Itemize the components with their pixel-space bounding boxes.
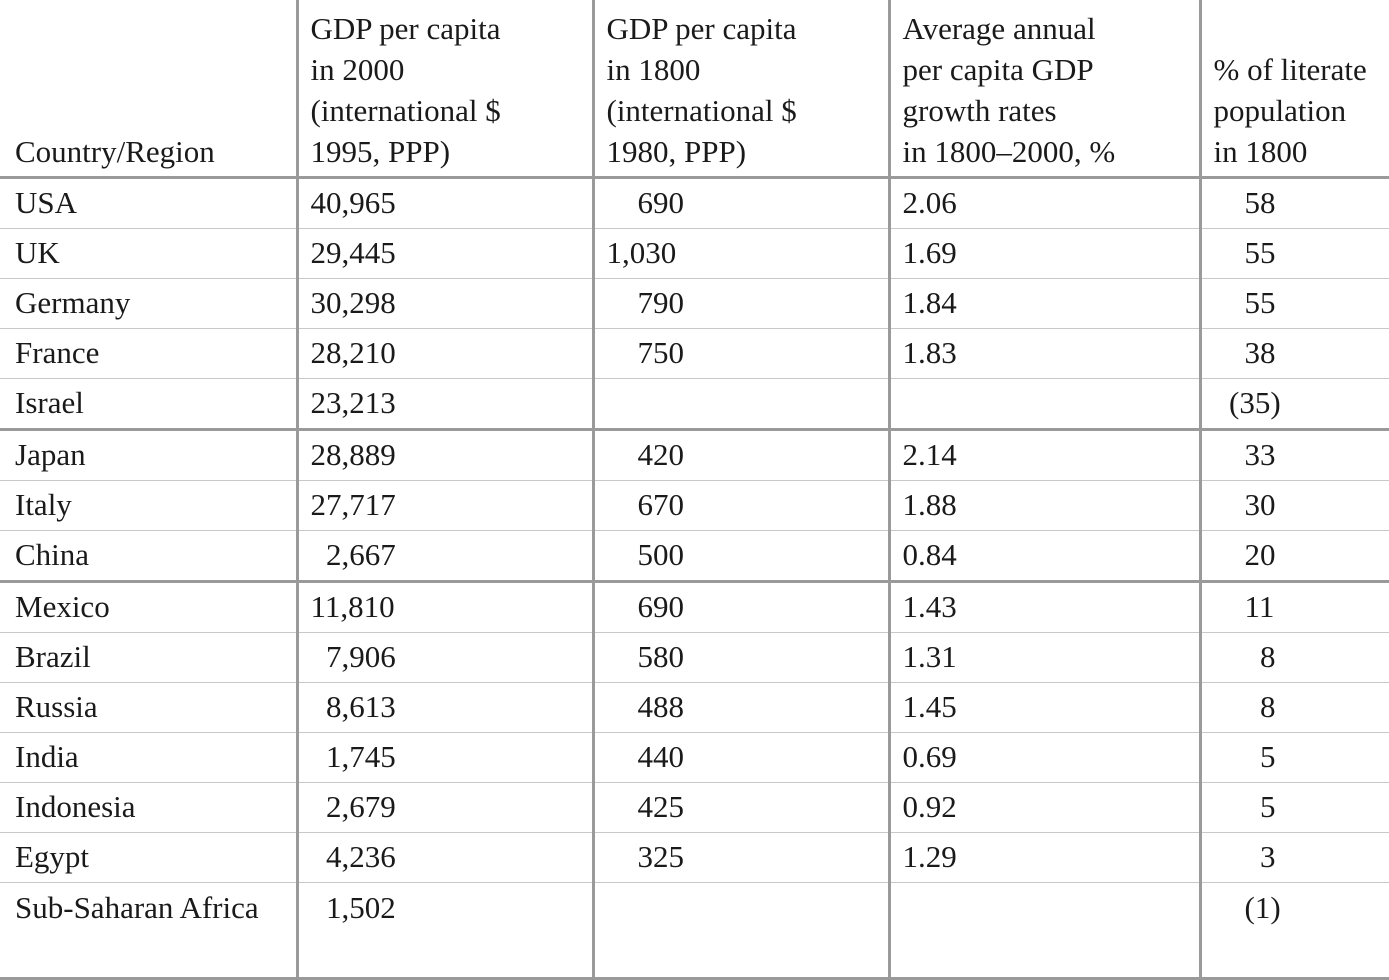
table-row: UK 29,445 1,030 1.69 55 [0,228,1389,279]
table-row: Mexico 11,810 690 1.43 11 [0,580,1389,633]
cell-gdp-2000: 1,745 [295,732,593,783]
cell-growth-rate: 1.88 [887,480,1200,531]
header-row: Country/Region GDP per capita in 2000 (in… [0,0,1389,179]
cell-growth-rate: 1.83 [887,328,1200,379]
table-row: Egypt 4,236 325 1.29 3 [0,832,1389,883]
column-header-gdp-2000: GDP per capita in 2000 (international $ … [295,0,593,179]
cell-growth-rate: 1.69 [887,228,1200,279]
cell-literacy-1800: 38 [1198,328,1389,379]
cell-gdp-2000: 7,906 [295,632,593,683]
cell-gdp-1800: 580 [591,632,889,683]
cell-gdp-2000: 2,667 [295,530,593,582]
cell-gdp-2000: 29,445 [295,228,593,279]
cell-gdp-1800: 670 [591,480,889,531]
table-row: Sub-Saharan Africa 1,502 (1) [0,882,1389,980]
table-row: Italy 27,717 670 1.88 30 [0,480,1389,531]
cell-gdp-1800: 690 [591,177,889,229]
cell-literacy-1800: (1) [1198,882,1389,980]
cell-gdp-2000: 27,717 [295,480,593,531]
cell-country-region: UK [0,228,297,279]
cell-gdp-2000: 23,213 [295,378,593,430]
cell-country-region: Italy [0,480,297,531]
cell-gdp-2000: 11,810 [295,580,593,633]
cell-literacy-1800: 8 [1198,682,1389,733]
table-row: Japan 28,889 420 2.14 33 [0,428,1389,481]
table-row: India 1,745 440 0.69 5 [0,732,1389,783]
table-body: USA 40,965 690 2.06 58 UK 29,445 1,030 1.69 55… [0,177,1389,980]
column-header-country-region: Country/Region [0,0,297,179]
cell-literacy-1800: 33 [1198,428,1389,481]
cell-gdp-1800: 750 [591,328,889,379]
cell-literacy-1800: 5 [1198,782,1389,833]
cell-country-region: Indonesia [0,782,297,833]
cell-country-region: Mexico [0,580,297,633]
cell-gdp-1800 [591,378,889,430]
cell-literacy-1800: 58 [1198,177,1389,229]
cell-gdp-2000: 4,236 [295,832,593,883]
cell-country-region: Japan [0,428,297,481]
cell-literacy-1800: 20 [1198,530,1389,582]
cell-country-region: India [0,732,297,783]
cell-gdp-1800: 500 [591,530,889,582]
table-row: Indonesia 2,679 425 0.92 5 [0,782,1389,833]
cell-country-region: Russia [0,682,297,733]
cell-literacy-1800: 55 [1198,278,1389,329]
table-row: USA 40,965 690 2.06 58 [0,177,1389,229]
cell-literacy-1800: 3 [1198,832,1389,883]
cell-growth-rate: 2.14 [887,428,1200,481]
cell-literacy-1800: (35) [1198,378,1389,430]
table-row: China 2,667 500 0.84 20 [0,530,1389,582]
cell-gdp-1800: 325 [591,832,889,883]
column-header-literacy-1800: % of literate population in 1800 [1198,0,1389,179]
cell-gdp-2000: 8,613 [295,682,593,733]
column-header-growth-rate: Average annual per capita GDP growth rat… [887,0,1200,179]
cell-gdp-1800: 425 [591,782,889,833]
cell-gdp-2000: 28,889 [295,428,593,481]
cell-growth-rate: 1.84 [887,278,1200,329]
cell-country-region: Egypt [0,832,297,883]
cell-gdp-2000: 1,502 [295,882,593,980]
cell-gdp-1800: 488 [591,682,889,733]
cell-growth-rate: 1.31 [887,632,1200,683]
cell-country-region: France [0,328,297,379]
cell-growth-rate [887,882,1200,980]
cell-country-region: China [0,530,297,582]
cell-gdp-1800: 420 [591,428,889,481]
cell-country-region: Brazil [0,632,297,683]
cell-gdp-1800: 690 [591,580,889,633]
table-row: France 28,210 750 1.83 38 [0,328,1389,379]
cell-gdp-2000: 30,298 [295,278,593,329]
cell-growth-rate [887,378,1200,430]
cell-country-region: Sub-Saharan Africa [0,882,297,980]
cell-literacy-1800: 30 [1198,480,1389,531]
table-row: Germany 30,298 790 1.84 55 [0,278,1389,329]
cell-growth-rate: 0.92 [887,782,1200,833]
column-header-gdp-1800: GDP per capita in 1800 (international $ … [591,0,889,179]
cell-literacy-1800: 11 [1198,580,1389,633]
cell-gdp-2000: 40,965 [295,177,593,229]
table-row: Israel 23,213 (35) [0,378,1389,430]
table-row: Russia 8,613 488 1.45 8 [0,682,1389,733]
cell-country-region: Germany [0,278,297,329]
cell-growth-rate: 0.84 [887,530,1200,582]
cell-gdp-1800: 1,030 [591,228,889,279]
cell-gdp-1800: 790 [591,278,889,329]
cell-gdp-2000: 28,210 [295,328,593,379]
cell-gdp-1800 [591,882,889,980]
cell-country-region: Israel [0,378,297,430]
cell-growth-rate: 0.69 [887,732,1200,783]
cell-growth-rate: 1.43 [887,580,1200,633]
table-row: Brazil 7,906 580 1.31 8 [0,632,1389,683]
cell-growth-rate: 2.06 [887,177,1200,229]
cell-literacy-1800: 5 [1198,732,1389,783]
cell-growth-rate: 1.29 [887,832,1200,883]
cell-literacy-1800: 8 [1198,632,1389,683]
cell-country-region: USA [15,185,78,220]
cell-growth-rate: 1.45 [887,682,1200,733]
cell-gdp-1800: 440 [591,732,889,783]
cell-gdp-2000: 2,679 [295,782,593,833]
cell-literacy-1800: 55 [1198,228,1389,279]
